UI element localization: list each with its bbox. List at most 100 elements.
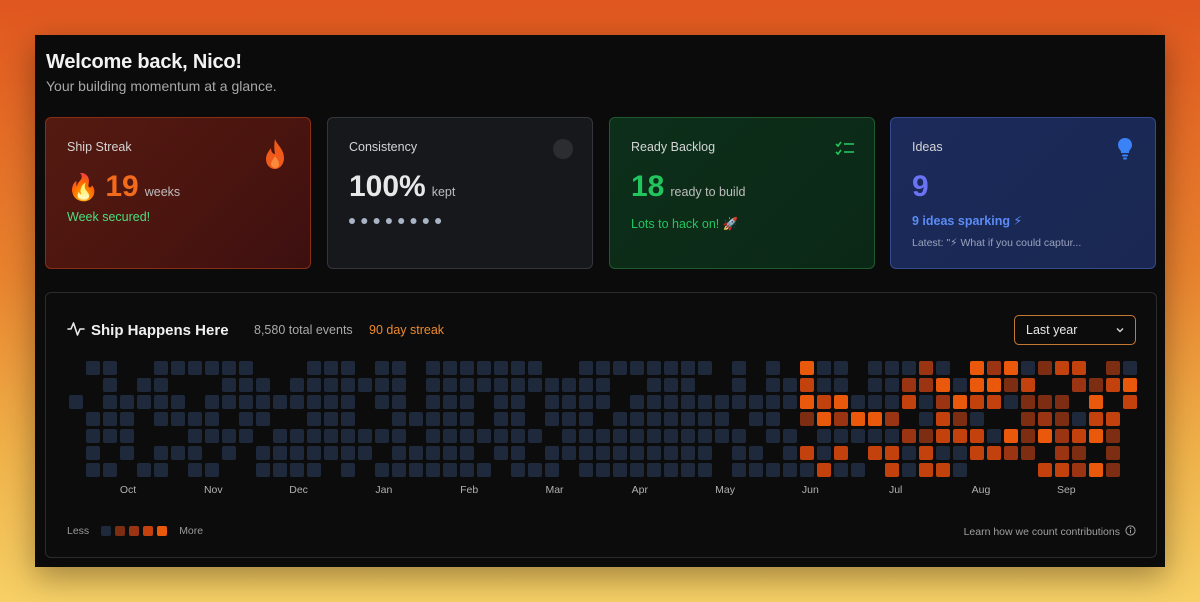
contribution-cell[interactable] xyxy=(647,361,661,375)
contribution-cell[interactable] xyxy=(630,361,644,375)
contribution-cell[interactable] xyxy=(647,412,661,426)
contribution-cell[interactable] xyxy=(715,429,729,443)
contribution-cell[interactable] xyxy=(630,412,644,426)
contribution-cell[interactable] xyxy=(154,361,168,375)
contribution-cell[interactable] xyxy=(681,412,695,426)
contribution-cell[interactable] xyxy=(171,446,185,460)
contribution-cell[interactable] xyxy=(256,378,270,392)
contribution-cell[interactable] xyxy=(630,395,644,409)
contribution-cell[interactable] xyxy=(358,429,372,443)
contribution-cell[interactable] xyxy=(426,395,440,409)
contribution-cell[interactable] xyxy=(290,395,304,409)
contribution-cell[interactable] xyxy=(919,395,933,409)
contribution-cell[interactable] xyxy=(307,361,321,375)
contribution-cell[interactable] xyxy=(664,446,678,460)
contribution-cell[interactable] xyxy=(579,412,593,426)
contribution-cell[interactable] xyxy=(902,395,916,409)
contribution-cell[interactable] xyxy=(137,463,151,477)
contribution-cell[interactable] xyxy=(1072,463,1086,477)
contribution-cell[interactable] xyxy=(1004,446,1018,460)
contribution-cell[interactable] xyxy=(562,395,576,409)
ship-streak-card[interactable]: Ship Streak 🔥 19 weeks Week secured! xyxy=(45,117,311,269)
contribution-cell[interactable] xyxy=(953,395,967,409)
contribution-cell[interactable] xyxy=(511,446,525,460)
contribution-cell[interactable] xyxy=(1072,429,1086,443)
contribution-cell[interactable] xyxy=(511,412,525,426)
contribution-cell[interactable] xyxy=(256,446,270,460)
contribution-cell[interactable] xyxy=(664,361,678,375)
contribution-cell[interactable] xyxy=(477,429,491,443)
contribution-cell[interactable] xyxy=(341,395,355,409)
contribution-cell[interactable] xyxy=(919,446,933,460)
contribution-cell[interactable] xyxy=(698,429,712,443)
contribution-cell[interactable] xyxy=(885,378,899,392)
contribution-cell[interactable] xyxy=(579,429,593,443)
contribution-cell[interactable] xyxy=(936,378,950,392)
contribution-cell[interactable] xyxy=(1055,446,1069,460)
contribution-cell[interactable] xyxy=(1089,378,1103,392)
contribution-cell[interactable] xyxy=(290,463,304,477)
contribution-cell[interactable] xyxy=(715,395,729,409)
contribution-cell[interactable] xyxy=(783,378,797,392)
contribution-cell[interactable] xyxy=(239,361,253,375)
contribution-cell[interactable] xyxy=(222,378,236,392)
contribution-cell[interactable] xyxy=(1038,361,1052,375)
contribution-cell[interactable] xyxy=(392,412,406,426)
contribution-cell[interactable] xyxy=(698,463,712,477)
contribution-cell[interactable] xyxy=(919,361,933,375)
contribution-cell[interactable] xyxy=(613,361,627,375)
contribution-cell[interactable] xyxy=(579,446,593,460)
contribution-cell[interactable] xyxy=(290,378,304,392)
contribution-cell[interactable] xyxy=(443,395,457,409)
contribution-cell[interactable] xyxy=(103,463,117,477)
contribution-cell[interactable] xyxy=(290,446,304,460)
contribution-cell[interactable] xyxy=(834,429,848,443)
contribution-cell[interactable] xyxy=(375,395,389,409)
contribution-cell[interactable] xyxy=(375,463,389,477)
contribution-cell[interactable] xyxy=(86,463,100,477)
contribution-cell[interactable] xyxy=(800,361,814,375)
contribution-cell[interactable] xyxy=(749,463,763,477)
contribution-cell[interactable] xyxy=(545,463,559,477)
contribution-cell[interactable] xyxy=(1055,412,1069,426)
contribution-cell[interactable] xyxy=(579,395,593,409)
contribution-cell[interactable] xyxy=(562,429,576,443)
contribution-cell[interactable] xyxy=(120,446,134,460)
contribution-cell[interactable] xyxy=(392,446,406,460)
contribution-cell[interactable] xyxy=(902,446,916,460)
contribution-cell[interactable] xyxy=(902,429,916,443)
contribution-cell[interactable] xyxy=(1106,446,1120,460)
contribution-cell[interactable] xyxy=(341,463,355,477)
contribution-cell[interactable] xyxy=(681,378,695,392)
contribution-cell[interactable] xyxy=(919,463,933,477)
contribution-cell[interactable] xyxy=(664,412,678,426)
contribution-cell[interactable] xyxy=(868,395,882,409)
contribution-cell[interactable] xyxy=(698,395,712,409)
contribution-cell[interactable] xyxy=(1055,429,1069,443)
contribution-cell[interactable] xyxy=(766,378,780,392)
contribution-cell[interactable] xyxy=(273,429,287,443)
contribution-cell[interactable] xyxy=(494,378,508,392)
contribution-cell[interactable] xyxy=(766,395,780,409)
contribution-cell[interactable] xyxy=(817,429,831,443)
contribution-cell[interactable] xyxy=(341,361,355,375)
contribution-cell[interactable] xyxy=(919,378,933,392)
contribution-cell[interactable] xyxy=(222,446,236,460)
contribution-cell[interactable] xyxy=(562,412,576,426)
contribution-cell[interactable] xyxy=(1089,429,1103,443)
contribution-cell[interactable] xyxy=(1106,378,1120,392)
contribution-cell[interactable] xyxy=(766,429,780,443)
contribution-cell[interactable] xyxy=(1021,361,1035,375)
contribution-cell[interactable] xyxy=(86,412,100,426)
contribution-cell[interactable] xyxy=(817,395,831,409)
contribution-cell[interactable] xyxy=(341,446,355,460)
contribution-cell[interactable] xyxy=(1038,463,1052,477)
contribution-cell[interactable] xyxy=(987,446,1001,460)
contribution-cell[interactable] xyxy=(494,412,508,426)
contribution-cell[interactable] xyxy=(392,395,406,409)
contribution-cell[interactable] xyxy=(205,361,219,375)
contribution-cell[interactable] xyxy=(681,463,695,477)
contribution-cell[interactable] xyxy=(1106,463,1120,477)
contribution-cell[interactable] xyxy=(953,429,967,443)
contribution-cell[interactable] xyxy=(188,429,202,443)
